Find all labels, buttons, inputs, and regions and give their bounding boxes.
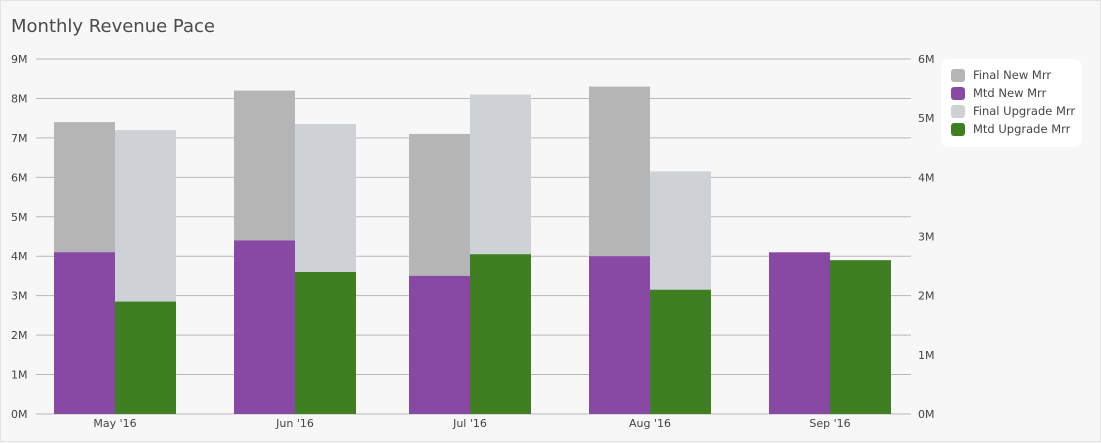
left-axis-tick: 1M [11,369,28,382]
left-axis-tick: 6M [11,171,28,184]
legend-label: Final Upgrade Mrr [973,104,1076,118]
x-axis-tick: Jul '16 [452,417,487,430]
chart-legend: Final New Mrr Mtd New Mrr Final Upgrade Mr… [941,59,1082,147]
bar-mtd-upgrade-mrr[interactable] [830,260,891,414]
right-axis-tick: 1M [918,349,935,362]
bar-mtd-new-mrr[interactable] [769,252,830,414]
legend-swatch [951,68,965,82]
right-axis-tick: 0M [918,408,935,421]
legend-label: Mtd Upgrade Mrr [973,122,1071,136]
legend-label: Mtd New Mrr [973,86,1047,100]
left-axis-tick: 2M [11,329,28,342]
left-axis-tick: 5M [11,211,28,224]
bar-mtd-new-mrr[interactable] [234,240,295,414]
legend-item[interactable]: Final Upgrade Mrr [951,103,1075,119]
left-axis-tick: 4M [11,250,28,263]
x-axis-tick: Jun '16 [275,417,314,430]
bar-mtd-new-mrr[interactable] [589,256,650,414]
bar-mtd-upgrade-mrr[interactable] [295,272,356,414]
left-axis-tick: 0M [11,408,28,421]
right-axis-tick: 4M [918,171,935,184]
legend-swatch [951,122,965,136]
left-axis-tick: 3M [11,290,28,303]
left-axis-tick: 7M [11,132,28,145]
legend-item[interactable]: Final New Mrr [951,67,1051,83]
left-axis-tick: 9M [11,53,28,66]
chart-title: Monthly Revenue Pace [11,16,215,37]
bar-mtd-upgrade-mrr[interactable] [115,301,176,414]
x-axis-tick: Aug '16 [629,417,671,430]
x-axis-tick: May '16 [93,417,136,430]
bar-mtd-new-mrr[interactable] [54,252,115,414]
legend-swatch [951,86,965,100]
left-axis-tick: 8M [11,92,28,105]
legend-label: Final New Mrr [973,68,1052,82]
legend-item[interactable]: Mtd New Mrr [951,85,1046,101]
right-axis-tick: 3M [918,231,935,244]
x-axis-tick: Sep '16 [809,417,850,430]
bar-mtd-upgrade-mrr[interactable] [650,289,711,414]
right-axis-tick: 6M [918,53,935,66]
bar-mtd-new-mrr[interactable] [409,275,470,414]
right-axis-tick: 2M [918,290,935,303]
legend-swatch [951,104,965,118]
bar-mtd-upgrade-mrr[interactable] [470,254,531,414]
legend-item[interactable]: Mtd Upgrade Mrr [951,121,1070,137]
right-axis-tick: 5M [918,112,935,125]
